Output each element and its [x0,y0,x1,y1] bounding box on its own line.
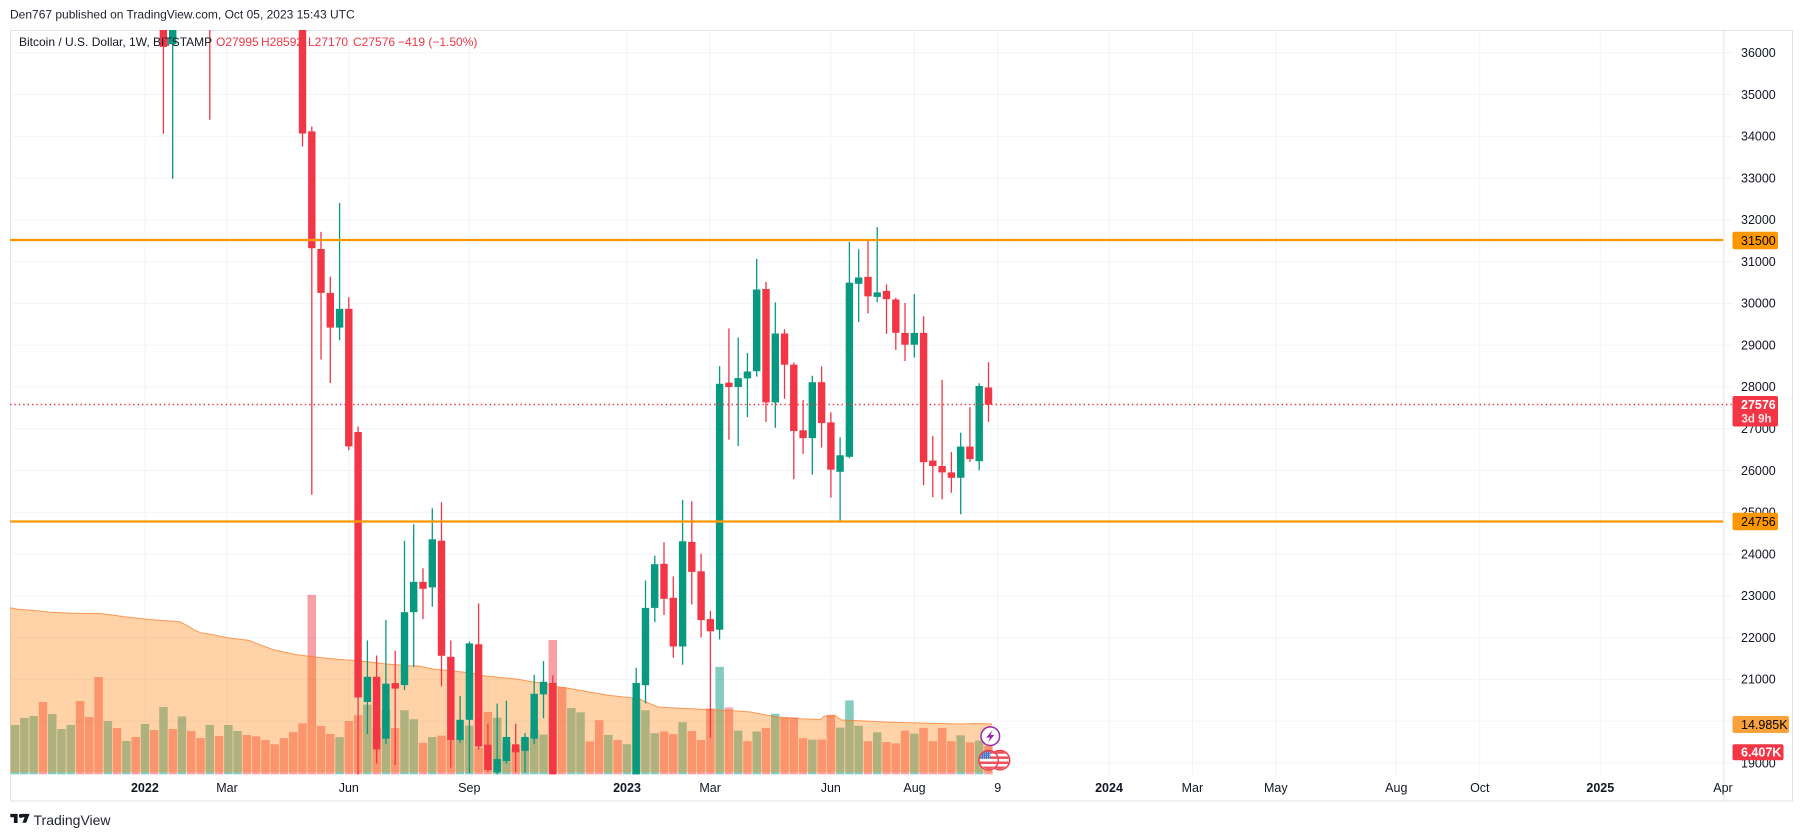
svg-text:6.407K: 6.407K [1741,746,1781,760]
svg-text:Mar: Mar [1182,781,1204,795]
svg-text:Sep: Sep [458,781,480,795]
svg-text:21000: 21000 [1741,673,1776,687]
svg-text:24756: 24756 [1741,515,1776,529]
svg-text:23000: 23000 [1741,589,1776,603]
svg-text:29000: 29000 [1741,339,1776,353]
svg-text:9: 9 [994,781,1001,795]
svg-text:2025: 2025 [1586,781,1614,795]
svg-text:28000: 28000 [1741,380,1776,394]
svg-text:22000: 22000 [1741,631,1776,645]
svg-text:Apr: Apr [1713,781,1732,795]
svg-text:35000: 35000 [1741,88,1776,102]
svg-text:27576: 27576 [1741,398,1776,412]
svg-text:26000: 26000 [1741,464,1776,478]
svg-text:14.985K: 14.985K [1741,718,1788,732]
svg-text:36000: 36000 [1741,46,1776,60]
svg-text:24000: 24000 [1741,547,1776,561]
svg-text:May: May [1264,781,1288,795]
svg-text:Jun: Jun [339,781,359,795]
svg-text:2022: 2022 [131,781,159,795]
svg-text:Mar: Mar [699,781,721,795]
svg-text:3d 9h: 3d 9h [1742,414,1772,426]
svg-text:TradingView: TradingView [34,812,112,828]
svg-text:Bitcoin / U.S. Dollar, 1W, BIT: Bitcoin / U.S. Dollar, 1W, BITSTAMP [19,35,212,49]
svg-text:31000: 31000 [1741,255,1776,269]
svg-text:31500: 31500 [1741,234,1776,248]
svg-text:30000: 30000 [1741,297,1776,311]
svg-text:33000: 33000 [1741,171,1776,185]
svg-text:34000: 34000 [1741,130,1776,144]
svg-text:Mar: Mar [216,781,238,795]
svg-text:Jun: Jun [821,781,841,795]
svg-text:Aug: Aug [1385,781,1407,795]
svg-text:Den767 published on TradingVie: Den767 published on TradingView.com, Oct… [10,8,355,22]
svg-text:32000: 32000 [1741,213,1776,227]
svg-text:2023: 2023 [613,781,641,795]
svg-text:2024: 2024 [1095,781,1123,795]
svg-text:Oct: Oct [1470,781,1490,795]
svg-text:Aug: Aug [903,781,925,795]
